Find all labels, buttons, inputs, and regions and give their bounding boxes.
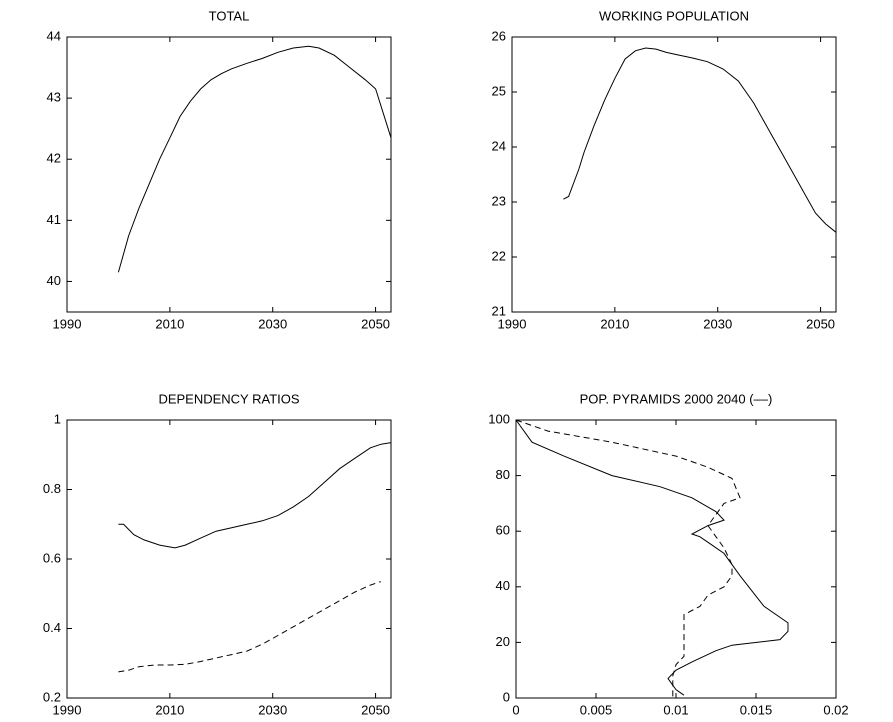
axes-box [515,419,837,699]
y-tick-label: 0.6 [43,550,61,565]
y-tick-label: 42 [47,151,61,166]
subplot-title: WORKING POPULATION [599,8,749,23]
x-tick-label: 0.015 [740,702,773,717]
y-tick-label: 43 [47,90,61,105]
y-tick-label: 22 [492,248,506,263]
x-tick-label: 2010 [600,316,629,331]
y-tick-label: 25 [492,83,506,98]
y-tick-label: 20 [496,634,510,649]
y-tick-label: 60 [496,523,510,538]
x-tick-label: 2050 [361,316,390,331]
data-line [117,45,392,273]
x-tick-label: 2030 [258,316,287,331]
subplot: TOTAL 1990 2010 2030 2050 40 41 42 43 44 [47,8,392,331]
x-tick-label: 0 [512,702,519,717]
y-tick-label: 80 [496,467,510,482]
x-tick-label: 2050 [361,702,390,717]
y-tick-label: 21 [492,303,506,318]
y-tick-label: 24 [492,138,506,153]
axes-box [66,419,392,699]
y-tick-label: 100 [488,411,510,426]
subplot: POP. PYRAMIDS 2000 2040 (––) 0 0.005 0.01 0.… [488,391,848,717]
y-tick-label: 0.4 [43,620,61,635]
x-tick-label: 2050 [806,316,835,331]
x-tick-label: 1990 [53,702,82,717]
data-line [118,581,381,673]
subplot: DEPENDENCY RATIOS 1990 2010 2030 2050 0.2 0.4 0… [43,391,392,717]
x-tick-label: 0.01 [663,702,688,717]
data-line [563,47,837,233]
y-tick-label: 40 [496,578,510,593]
x-tick-label: 2010 [155,702,184,717]
y-tick-label: 41 [47,212,61,227]
x-tick-label: 0.005 [580,702,613,717]
axes-box [511,36,837,313]
x-tick-label: 2030 [703,316,732,331]
x-tick-label: 1990 [53,316,82,331]
y-tick-label: 0.2 [43,689,61,704]
y-tick-label: 26 [492,28,506,43]
data-line [118,442,392,549]
y-tick-label: 44 [47,28,61,43]
y-tick-label: 1 [54,411,61,426]
subplot: WORKING POPULATION 1990 2010 2030 2050 21 22 23… [492,8,837,331]
y-tick-label: 40 [47,273,61,288]
x-tick-label: 0.02 [823,702,848,717]
subplot-title: POP. PYRAMIDS 2000 2040 (––) [580,391,773,406]
x-tick-label: 2030 [258,702,287,717]
data-line [515,419,741,698]
x-tick-label: 2010 [155,316,184,331]
y-tick-label: 0 [503,689,510,704]
subplot-title: TOTAL [209,8,250,23]
subplot-title: DEPENDENCY RATIOS [158,391,299,406]
y-tick-label: 0.8 [43,481,61,496]
y-tick-label: 23 [492,193,506,208]
axes-box [66,36,392,313]
data-line [515,419,789,696]
x-tick-label: 1990 [498,316,527,331]
